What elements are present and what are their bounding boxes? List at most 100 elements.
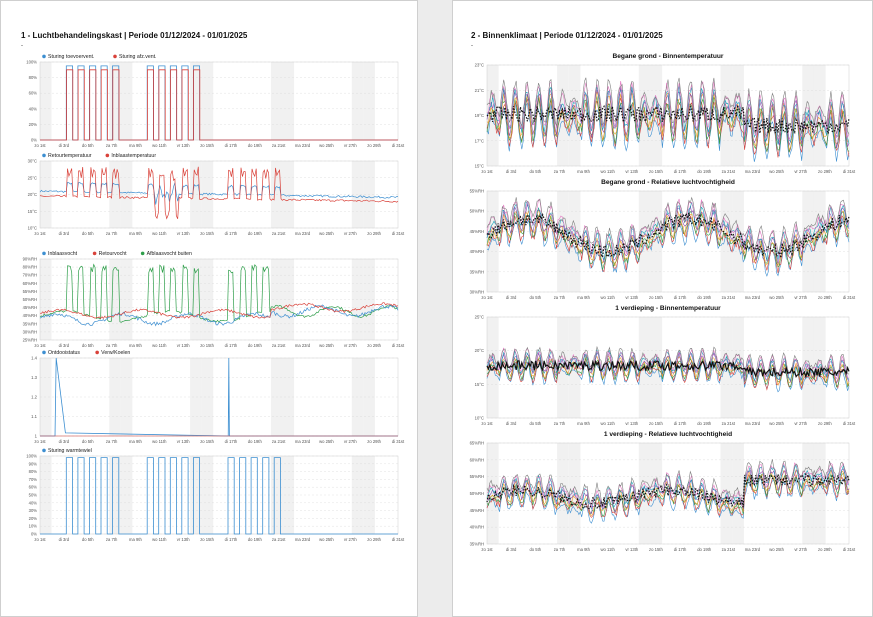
series-line	[486, 211, 850, 259]
x-tick-label: do 19th	[248, 537, 263, 542]
x-tick-label: vr 13th	[177, 143, 190, 148]
chart-5: 100% 90% 80% 70% 60% 50% 40% 30% 20% 10% 0%zo 1st d…	[26, 454, 405, 543]
x-tick-label: wo 25th	[769, 169, 784, 174]
x-tick-label: do 5th	[82, 439, 94, 444]
y-tick-label: 15°C	[28, 209, 37, 214]
series-line	[486, 102, 850, 162]
y-tick-label: 40%	[29, 106, 38, 111]
weekend-band	[109, 161, 121, 228]
series-line	[486, 77, 850, 138]
legend-marker	[95, 350, 99, 355]
x-tick-label: ma 9th	[129, 537, 142, 542]
x-tick-label: do 5th	[529, 547, 541, 552]
y-tick-label: 70%	[29, 477, 38, 482]
y-tick-label: 1.3	[31, 375, 37, 380]
y-tick-label: 35%RH	[23, 321, 37, 326]
legend-marker	[42, 350, 46, 355]
weekend-band	[557, 443, 569, 544]
x-tick-label: za 21st	[272, 231, 286, 236]
x-tick-label: vr 27th	[344, 231, 357, 236]
weekend-band	[282, 62, 295, 140]
x-tick-label: za 21st	[722, 295, 736, 300]
weekend-band	[201, 358, 214, 436]
x-tick-label: do 19th	[248, 143, 263, 148]
y-tick-label: 45%RH	[470, 508, 484, 513]
y-tick-label: 30%RH	[470, 290, 484, 295]
y-tick-label: 60%RH	[470, 457, 484, 462]
x-tick-label: wo 11th	[152, 143, 167, 148]
series-line	[486, 472, 850, 510]
legend-label: Ontdooistatus	[48, 350, 80, 356]
weekend-band	[109, 456, 121, 534]
legend: Inblaasvocht Retourvocht Afblaasvocht buit…	[42, 251, 192, 257]
x-tick-label: zo 29th	[818, 295, 832, 300]
y-tick-label: 1	[35, 434, 38, 439]
y-tick-label: 100%	[26, 60, 37, 65]
x-tick-label: wo 25th	[769, 295, 784, 300]
weekend-band	[120, 62, 133, 140]
x-tick-label: di 3rd	[59, 143, 70, 148]
y-tick-label: 55%RH	[470, 474, 484, 479]
x-tick-label: do 5th	[529, 421, 541, 426]
chart-title: Begane grond - Binnentemperatuur	[612, 53, 723, 60]
legend: Sturing toevoervent. Sturing afz.vent.	[42, 54, 157, 60]
x-tick-label: vr 13th	[625, 547, 638, 552]
x-tick-label: zo 29th	[818, 169, 832, 174]
x-tick-label: di 31st	[392, 343, 405, 348]
plot-frame	[39, 61, 399, 141]
weekend-band	[40, 62, 52, 140]
chart-title: 1 verdieping - Relatieve luchtvochtighei…	[604, 431, 732, 438]
y-tick-label: 20°C	[28, 192, 37, 197]
chart-3: 90%RH 80%RH 70%RH 60%RH 55%RH 50%RH 45%RH 40%RH…	[23, 257, 405, 349]
x-tick-label: wo 11th	[152, 231, 167, 236]
y-tick-label: 80%	[29, 75, 38, 80]
legend-marker	[105, 153, 110, 158]
y-tick-label: 100%	[26, 454, 37, 459]
y-tick-label: 50%RH	[23, 297, 37, 302]
x-tick-label: ma 9th	[577, 169, 590, 174]
y-tick-label: 20°C	[475, 348, 484, 353]
y-tick-label: 40%RH	[470, 249, 484, 254]
x-tick-label: wo 11th	[152, 343, 167, 348]
x-tick-label: di 17th	[225, 439, 238, 444]
x-tick-label: vr 13th	[177, 343, 190, 348]
weekend-band	[120, 259, 133, 340]
y-tick-label: 35%RH	[470, 269, 484, 274]
x-tick-label: do 5th	[82, 231, 94, 236]
x-tick-label: di 3rd	[506, 169, 517, 174]
series-line	[486, 345, 850, 378]
weekend-band	[201, 259, 214, 340]
x-tick-label: ma 23rd	[745, 421, 761, 426]
x-tick-label: do 19th	[248, 439, 263, 444]
x-tick-label: vr 27th	[794, 547, 807, 552]
weekend-band	[732, 317, 744, 418]
y-tick-label: 40%	[29, 500, 38, 505]
legend-marker	[92, 251, 97, 256]
x-tick-label: zo 29th	[818, 421, 832, 426]
x-tick-label: zo 15th	[200, 537, 214, 542]
series-line	[40, 65, 398, 141]
weekend-band	[813, 191, 826, 292]
y-tick-label: 21°C	[475, 88, 484, 93]
x-tick-label: ma 9th	[577, 547, 590, 552]
y-tick-label: 1.2	[31, 395, 37, 400]
weekend-band	[270, 62, 283, 140]
legend-label: Inblaasvocht	[48, 251, 78, 257]
y-tick-label: 50%	[29, 493, 38, 498]
x-tick-label: di 31st	[843, 295, 856, 300]
x-tick-label: ma 23rd	[295, 231, 311, 236]
x-tick-label: zo 29th	[367, 439, 381, 444]
y-tick-label: 45%RH	[470, 229, 484, 234]
y-tick-label: 80%	[29, 469, 38, 474]
y-tick-label: 45%RH	[23, 305, 37, 310]
y-tick-label: 1.1	[31, 414, 37, 419]
x-tick-label: wo 25th	[319, 537, 334, 542]
y-tick-label: 30°C	[28, 159, 37, 164]
x-tick-label: do 19th	[248, 343, 263, 348]
x-tick-label: wo 25th	[769, 421, 784, 426]
x-tick-label: wo 25th	[319, 343, 334, 348]
x-tick-label: za 7th	[106, 537, 118, 542]
x-tick-label: do 5th	[529, 169, 541, 174]
x-tick-label: di 31st	[392, 231, 405, 236]
